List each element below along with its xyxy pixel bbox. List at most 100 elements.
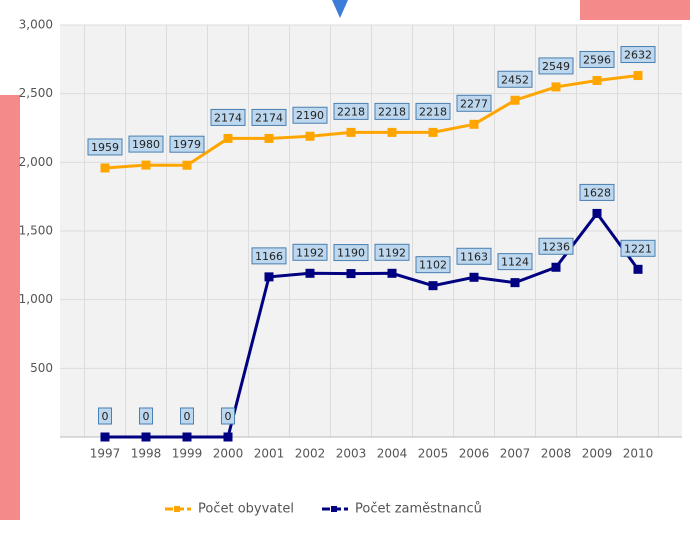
point: [346, 127, 356, 137]
x-tick-label: 2008: [541, 447, 572, 461]
data-label-box: [251, 108, 287, 126]
x-tick-label: 2001: [254, 447, 285, 461]
point: [387, 127, 397, 137]
background-strip: [0, 95, 20, 520]
point: [223, 133, 233, 143]
point: [469, 272, 479, 282]
point: [387, 268, 397, 278]
data-label: 0: [143, 410, 150, 423]
point: [551, 262, 561, 272]
data-label: 1102: [419, 259, 447, 272]
data-label-box: [374, 102, 410, 120]
data-label-box: [497, 70, 533, 88]
data-label-box: [620, 239, 656, 257]
x-tick-label: 2007: [500, 447, 531, 461]
series-line: [105, 210, 640, 439]
data-label: 2452: [501, 73, 529, 86]
data-label: 2277: [460, 97, 488, 110]
data-label-box: [333, 244, 369, 262]
legend-label: Počet obyvatel: [198, 502, 294, 517]
point: [633, 264, 643, 274]
data-label: 1959: [91, 141, 119, 154]
data-label: 1979: [173, 138, 201, 151]
data-label: 0: [225, 410, 232, 423]
point: [592, 75, 602, 85]
point: [182, 160, 192, 170]
point: [551, 82, 561, 92]
data-label-box: [579, 183, 615, 201]
data-label-box: [538, 57, 574, 75]
x-tick-label: 1999: [172, 447, 203, 461]
data-label: 2596: [583, 53, 611, 66]
x-tick-label: 2003: [336, 447, 367, 461]
data-label: 2218: [378, 105, 406, 118]
data-label: 1192: [296, 246, 324, 259]
data-label-box: [538, 237, 574, 255]
data-label: 1221: [624, 242, 652, 255]
data-label-box: [139, 407, 153, 425]
x-tick-label: 2010: [623, 447, 654, 461]
data-label-box: [128, 135, 164, 153]
data-label-box: [415, 102, 451, 120]
point: [264, 133, 274, 143]
y-tick-label: 1,000: [19, 292, 53, 306]
data-label: 2549: [542, 60, 570, 73]
data-label-box: [210, 108, 246, 126]
data-label-box: [169, 135, 205, 153]
data-label: 1124: [501, 256, 529, 269]
data-label: 2174: [214, 111, 242, 124]
point: [100, 163, 110, 173]
marker-icon: [332, 0, 348, 18]
point: [305, 131, 315, 141]
point: [428, 127, 438, 137]
data-label: 2218: [337, 105, 365, 118]
data-label: 2218: [419, 105, 447, 118]
y-tick-label: 3,000: [19, 18, 53, 32]
point: [100, 432, 110, 442]
data-label: 2174: [255, 111, 283, 124]
data-label: 1628: [583, 186, 611, 199]
background-strip: [580, 0, 690, 20]
data-label: 1166: [255, 250, 283, 263]
data-label-box: [292, 243, 328, 261]
data-label-box: [374, 243, 410, 261]
point: [141, 432, 151, 442]
data-label-box: [292, 106, 328, 124]
data-label-box: [456, 94, 492, 112]
point: [510, 95, 520, 105]
data-label-box: [620, 46, 656, 64]
point: [346, 269, 356, 279]
data-label: 1163: [460, 250, 488, 263]
point: [305, 268, 315, 278]
point: [223, 432, 233, 442]
point: [182, 432, 192, 442]
y-tick-label: 500: [30, 361, 53, 375]
legend-label: Počet zaměstnanců: [355, 502, 482, 517]
y-tick-label: 2,500: [19, 86, 53, 100]
legend-marker: [330, 506, 337, 512]
legend-marker: [174, 506, 180, 512]
y-tick-label: 1,500: [19, 224, 53, 238]
x-tick-label: 2002: [295, 447, 326, 461]
data-label: 2190: [296, 109, 324, 122]
data-label-box: [221, 407, 235, 425]
point: [592, 208, 602, 218]
data-label-box: [251, 247, 287, 265]
data-label: 1236: [542, 240, 570, 253]
data-label-box: [87, 138, 123, 156]
x-tick-label: 2006: [459, 447, 490, 461]
x-tick-label: 2005: [418, 447, 449, 461]
x-tick-label: 2009: [582, 447, 613, 461]
data-label: 1190: [337, 247, 365, 260]
data-label: 0: [102, 410, 109, 423]
data-label-box: [415, 256, 451, 274]
data-label: 0: [184, 410, 191, 423]
point: [510, 278, 520, 288]
data-label-box: [333, 102, 369, 120]
point: [141, 160, 151, 170]
x-tick-label: 2004: [377, 447, 408, 461]
point: [633, 71, 643, 81]
data-label: 2632: [624, 49, 652, 62]
point: [469, 119, 479, 129]
